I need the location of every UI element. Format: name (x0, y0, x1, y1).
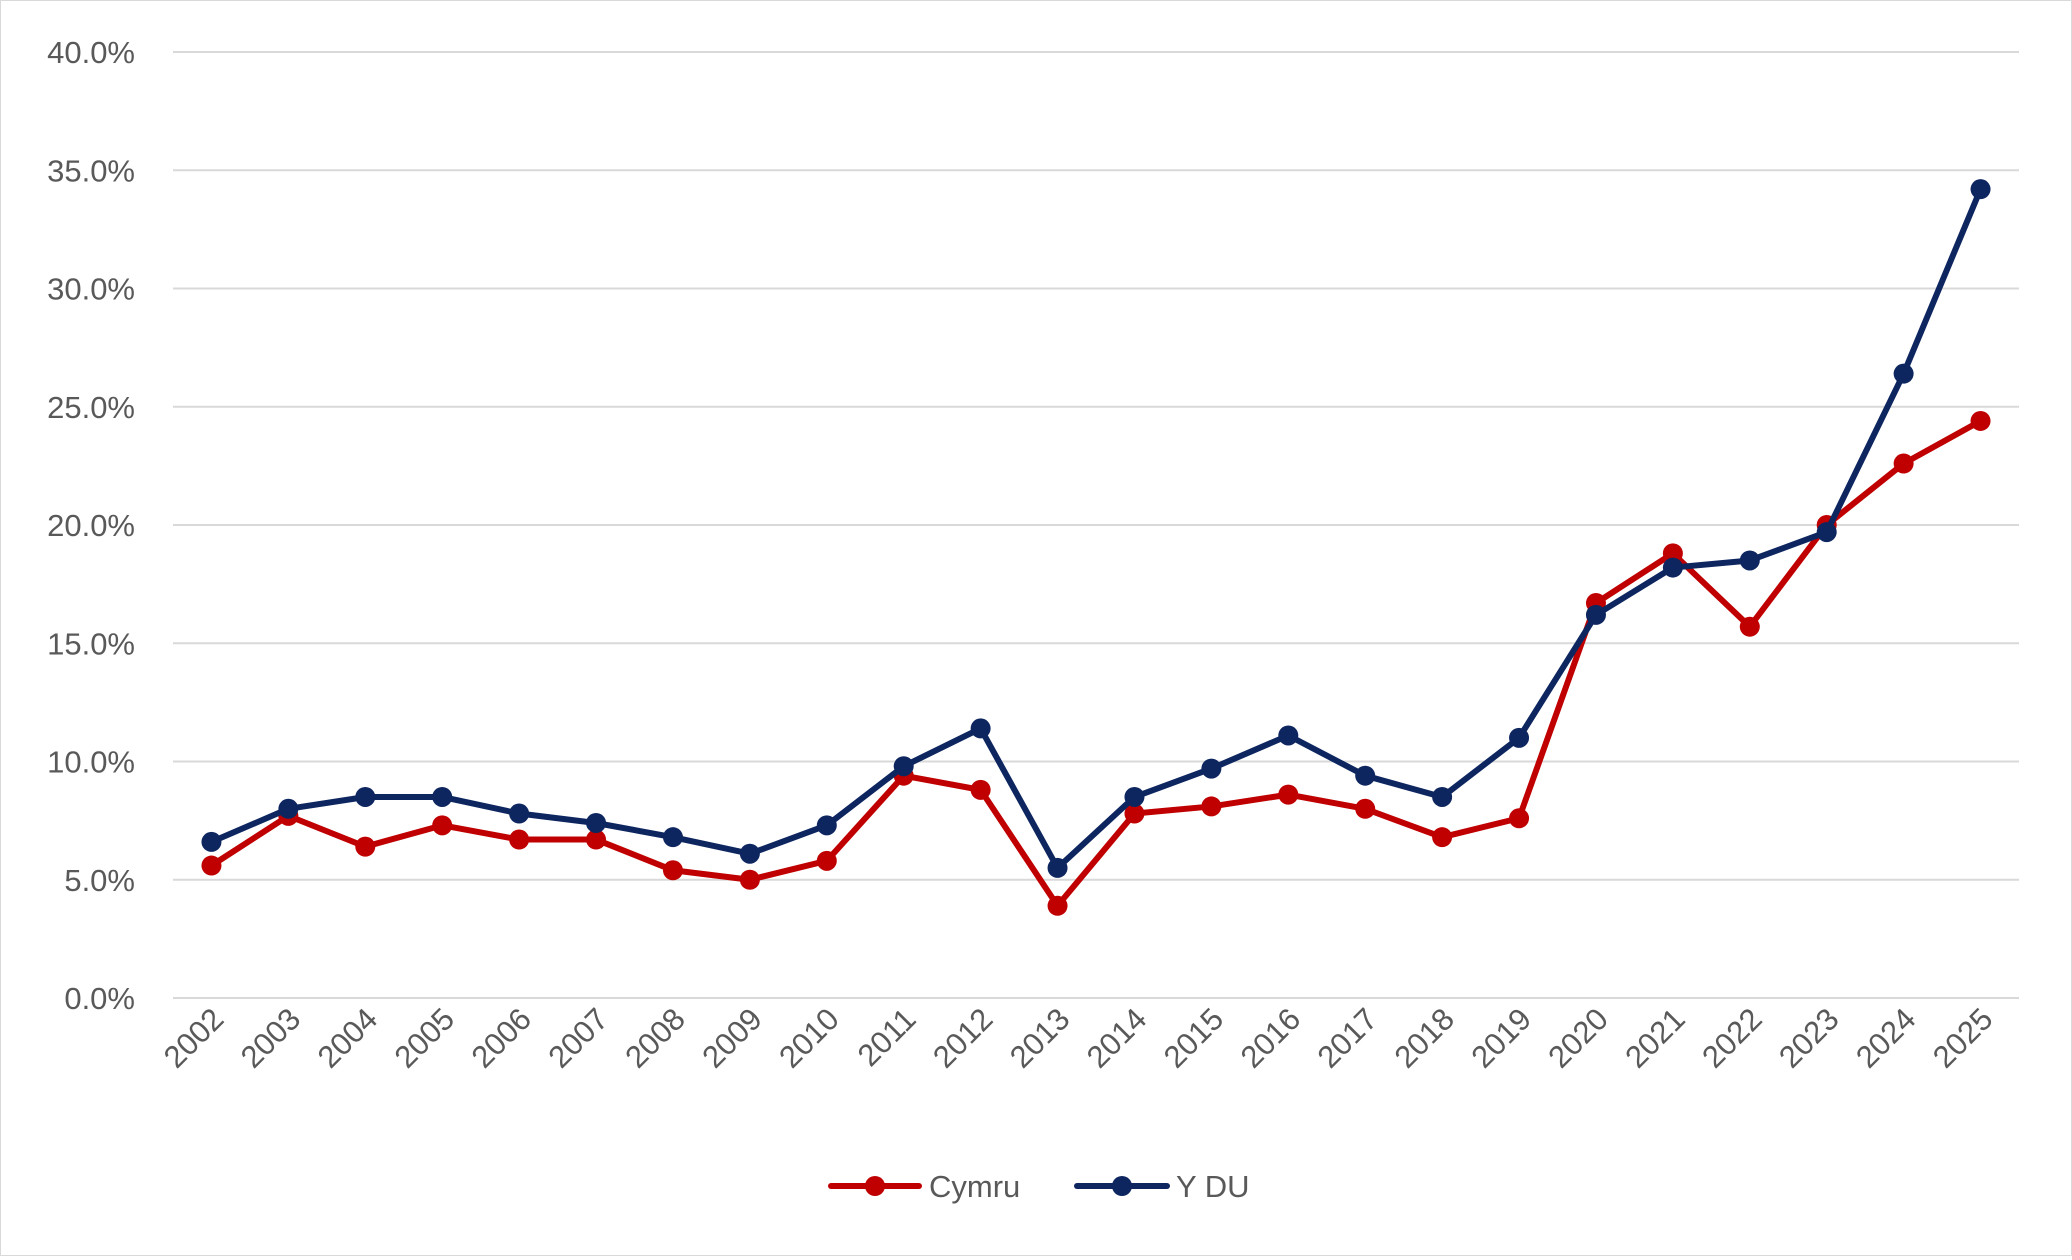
data-point (1893, 453, 1914, 474)
gridlines (173, 51, 2019, 999)
x-tick-label: 2019 (1464, 1001, 1538, 1075)
legend-label: Y DU (1176, 1169, 1250, 1204)
data-point (662, 827, 683, 848)
x-tick-label: 2003 (234, 1001, 308, 1075)
x-tick-label: 2023 (1772, 1001, 1846, 1075)
data-point (432, 815, 453, 836)
data-point (1278, 725, 1299, 746)
y-tick-label: 30.0% (47, 272, 135, 307)
y-tick-label: 25.0% (47, 390, 135, 425)
data-point (816, 850, 837, 871)
data-point (201, 831, 222, 852)
y-axis-tick-labels: 0.0% 5.0% 10.0% 15.0% 20.0% 25.0% 30.0% 35.0% 40… (47, 35, 135, 1016)
data-point (1662, 557, 1683, 578)
data-point (1432, 827, 1453, 848)
data-point (1355, 765, 1376, 786)
x-tick-label: 2015 (1157, 1001, 1231, 1075)
data-point (1585, 604, 1606, 625)
data-point (1509, 727, 1530, 748)
x-tick-label: 2022 (1695, 1001, 1769, 1075)
x-tick-label: 2002 (157, 1001, 231, 1075)
data-point (816, 815, 837, 836)
data-point (970, 779, 991, 800)
y-tick-label: 40.0% (47, 35, 135, 70)
x-tick-label: 2004 (311, 1001, 385, 1075)
data-point (1739, 550, 1760, 571)
legend-marker (865, 1176, 885, 1196)
legend-item: Y DU (1074, 1169, 1250, 1204)
data-point (509, 803, 530, 824)
data-point (1970, 410, 1991, 431)
x-tick-label: 2021 (1618, 1001, 1692, 1075)
x-tick-label: 2016 (1234, 1001, 1308, 1075)
x-tick-label: 2006 (465, 1001, 539, 1075)
x-tick-label: 2024 (1849, 1001, 1923, 1075)
data-point (432, 786, 453, 807)
data-point (1970, 179, 1991, 200)
x-tick-label: 2005 (388, 1001, 462, 1075)
legend-marker (1112, 1176, 1132, 1196)
y-tick-label: 35.0% (47, 153, 135, 188)
data-point (1509, 808, 1530, 829)
x-tick-label: 2009 (695, 1001, 769, 1075)
legend-label: Cymru (929, 1169, 1020, 1204)
data-point (278, 798, 299, 819)
series-line (208, 186, 1984, 871)
data-point (1201, 796, 1222, 817)
data-point (1662, 543, 1683, 564)
x-tick-label: 2014 (1080, 1001, 1154, 1075)
data-point (201, 855, 222, 876)
series-layer (201, 179, 1991, 916)
x-tick-label: 2007 (541, 1001, 615, 1075)
data-point (509, 829, 530, 850)
x-tick-label: 2018 (1388, 1001, 1462, 1075)
data-point (1278, 784, 1299, 805)
y-tick-label: 0.0% (64, 981, 135, 1016)
x-tick-label: 2020 (1541, 1001, 1615, 1075)
y-tick-label: 5.0% (64, 863, 135, 898)
data-point (1432, 786, 1453, 807)
data-point (355, 836, 376, 857)
x-tick-label: 2017 (1311, 1001, 1385, 1075)
data-point (1355, 798, 1376, 819)
data-point (970, 718, 991, 739)
data-point (1047, 895, 1068, 916)
series-cymru (201, 410, 1991, 916)
x-axis-tick-labels: 2002 2003 2004 2005 2006 2007 2008 2009 2010 2011… (157, 1001, 2000, 1075)
x-tick-label: 2011 (851, 1001, 923, 1073)
data-point (1047, 857, 1068, 878)
data-point (1201, 758, 1222, 779)
data-point (586, 812, 607, 833)
x-tick-label: 2013 (1003, 1001, 1077, 1075)
data-point (1124, 803, 1145, 824)
x-tick-label: 2008 (618, 1001, 692, 1075)
legend: Cymru Y DU (828, 1169, 1250, 1204)
x-tick-label: 2010 (772, 1001, 846, 1075)
y-tick-label: 15.0% (47, 626, 135, 661)
data-point (739, 843, 760, 864)
y-tick-label: 10.0% (47, 745, 135, 780)
legend-item: Cymru (828, 1169, 1020, 1204)
data-point (739, 869, 760, 890)
data-point (1739, 616, 1760, 637)
x-tick-label: 2012 (926, 1001, 1000, 1075)
data-point (893, 756, 914, 777)
x-tick-label: 2025 (1926, 1001, 2000, 1075)
series-y-du (201, 179, 1991, 878)
data-point (1893, 363, 1914, 384)
y-tick-label: 20.0% (47, 508, 135, 543)
data-point (355, 786, 376, 807)
data-point (1816, 522, 1837, 543)
data-point (586, 829, 607, 850)
data-point (1124, 786, 1145, 807)
data-point (662, 860, 683, 881)
